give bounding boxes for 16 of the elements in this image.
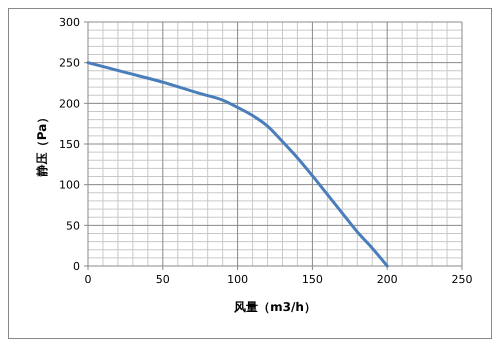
y-tick-label: 100 [59, 178, 80, 192]
y-tick-label: 150 [59, 138, 80, 151]
y-tick-label: 200 [59, 97, 80, 110]
x-tick-label: 250 [452, 273, 472, 286]
y-tick-label: 300 [59, 16, 80, 29]
y-tick-label: 50 [66, 219, 80, 232]
y-tick-label: 250 [59, 56, 80, 70]
x-tick-label: 150 [302, 273, 323, 286]
x-tick-label: 100 [227, 273, 248, 286]
x-tick-label: 0 [84, 273, 92, 286]
x-axis-title: 风量（m3/h） [233, 300, 316, 314]
x-tick-label: 50 [156, 273, 170, 286]
y-tick-label: 0 [73, 260, 80, 273]
x-tick-label: 200 [376, 273, 398, 286]
y-axis-title: 静压（Pa） [35, 112, 49, 178]
line-series [86, 61, 389, 268]
